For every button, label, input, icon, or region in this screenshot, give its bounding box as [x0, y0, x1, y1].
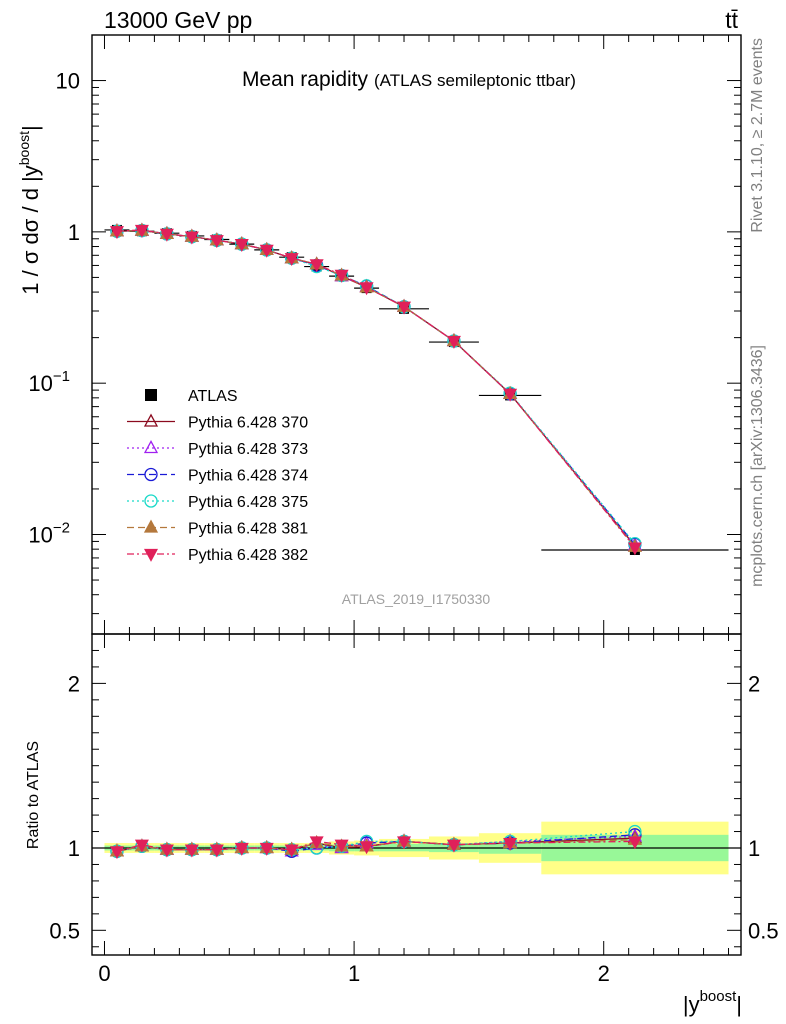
- ratio-series-point-6: [134, 839, 149, 853]
- ratio-frame: [91, 633, 742, 956]
- series-line-6: [116, 229, 636, 548]
- analysis-watermark: ATLAS_2019_I1750330: [342, 591, 491, 607]
- ratio-series-point-6: [627, 836, 642, 850]
- series-point-6: [109, 226, 124, 240]
- legend-label-1: Pythia 6.428 370: [188, 415, 308, 432]
- ratio-series-point-6: [359, 841, 374, 855]
- series-point-6: [309, 259, 324, 273]
- series-point-6: [209, 235, 224, 249]
- ratio-series-point-6: [109, 846, 124, 860]
- header-right-label: tt̄: [725, 7, 738, 33]
- x-axis-label: |yboost|: [683, 988, 742, 1017]
- ratio-series-point-6: [309, 836, 324, 850]
- main-y-tick-label: 10−1: [28, 368, 70, 396]
- ratio-y-axis-label: Ratio to ATLAS: [25, 741, 42, 849]
- ratio-series-point-6: [334, 839, 349, 853]
- ratio-y-tick-label-right: 0.5: [748, 918, 779, 943]
- legend-label-6: Pythia 6.428 382: [188, 547, 308, 564]
- ratio-series-point-6: [446, 839, 461, 853]
- main-y-axis-label: 1 / σ dσ / d |yboost|: [16, 125, 43, 294]
- ratio-y-tick-label: 2: [68, 671, 80, 696]
- main-y-tick-label: 10: [56, 69, 80, 94]
- header-left-label: 13000 GeV pp: [104, 7, 252, 33]
- ratio-series-point-6: [259, 842, 274, 856]
- legend-marker-6: [143, 548, 159, 562]
- series-point-6: [184, 231, 199, 245]
- series-point-6: [284, 253, 299, 267]
- ratio-y-tick-label: 1: [68, 836, 80, 861]
- ratio-series-point-6: [209, 844, 224, 858]
- ratio-y-tick-label: 0.5: [49, 918, 80, 943]
- legend-marker-atlas: [145, 389, 157, 401]
- ratio-series-point-6: [503, 837, 518, 851]
- series-point-6: [134, 224, 149, 238]
- legend-label-4: Pythia 6.428 375: [188, 494, 308, 511]
- ratio-series-point-6: [184, 844, 199, 858]
- legend-label-3: Pythia 6.428 374: [188, 468, 308, 485]
- series-point-6: [259, 244, 274, 258]
- x-tick-label: 0: [98, 961, 110, 986]
- ratio-series-point-6: [234, 842, 249, 856]
- legend-label-atlas: ATLAS: [188, 388, 238, 405]
- ratio-series-point-6: [159, 844, 174, 858]
- ratio-series-line-5: [116, 839, 635, 852]
- series-point-6: [159, 228, 174, 242]
- ratio-y-tick-label-right: 1: [748, 836, 760, 861]
- main-y-tick-label: 10−2: [28, 519, 70, 547]
- series-point-6: [627, 542, 642, 556]
- legend-marker-1: [143, 413, 159, 427]
- ratio-panel: 0 1 2 0.5 0.5 1 1 2 2: [49, 633, 779, 986]
- series-point-6: [397, 301, 412, 315]
- main-subtitle: (ATLAS semileptonic ttbar): [374, 71, 576, 90]
- main-panel: 10−2 10−1 1 10: [28, 34, 742, 635]
- rivet-version-label: Rivet 3.1.10, ≥ 2.7M events: [749, 38, 766, 233]
- mcplots-label: mcplots.cern.ch [arXiv:1306.3436]: [749, 345, 766, 587]
- ratio-series-point-6: [397, 836, 412, 850]
- series-point-6: [446, 335, 461, 349]
- ratio-y-tick-label-right: 2: [748, 671, 760, 696]
- x-tick-label: 2: [598, 961, 610, 986]
- series-point-6: [234, 239, 249, 252]
- legend: ATLAS Pythia 6.428 370 Pythia 6.428 373 Pyt…: [127, 388, 308, 564]
- main-title: Mean rapidity: [242, 68, 369, 91]
- legend-marker-4: [144, 494, 158, 508]
- main-frame: [91, 34, 742, 635]
- series-point-6: [503, 388, 518, 402]
- series-point-6: [359, 282, 374, 296]
- legend-marker-5: [143, 519, 159, 533]
- series-point-6: [334, 269, 349, 283]
- legend-label-5: Pythia 6.428 381: [188, 521, 308, 538]
- legend-marker-3: [144, 467, 158, 482]
- main-y-tick-label: 1: [68, 220, 80, 245]
- x-tick-label: 1: [348, 961, 360, 986]
- legend-label-2: Pythia 6.428 373: [188, 441, 308, 458]
- legend-marker-2: [143, 440, 159, 454]
- ratio-series-point-6: [284, 844, 299, 858]
